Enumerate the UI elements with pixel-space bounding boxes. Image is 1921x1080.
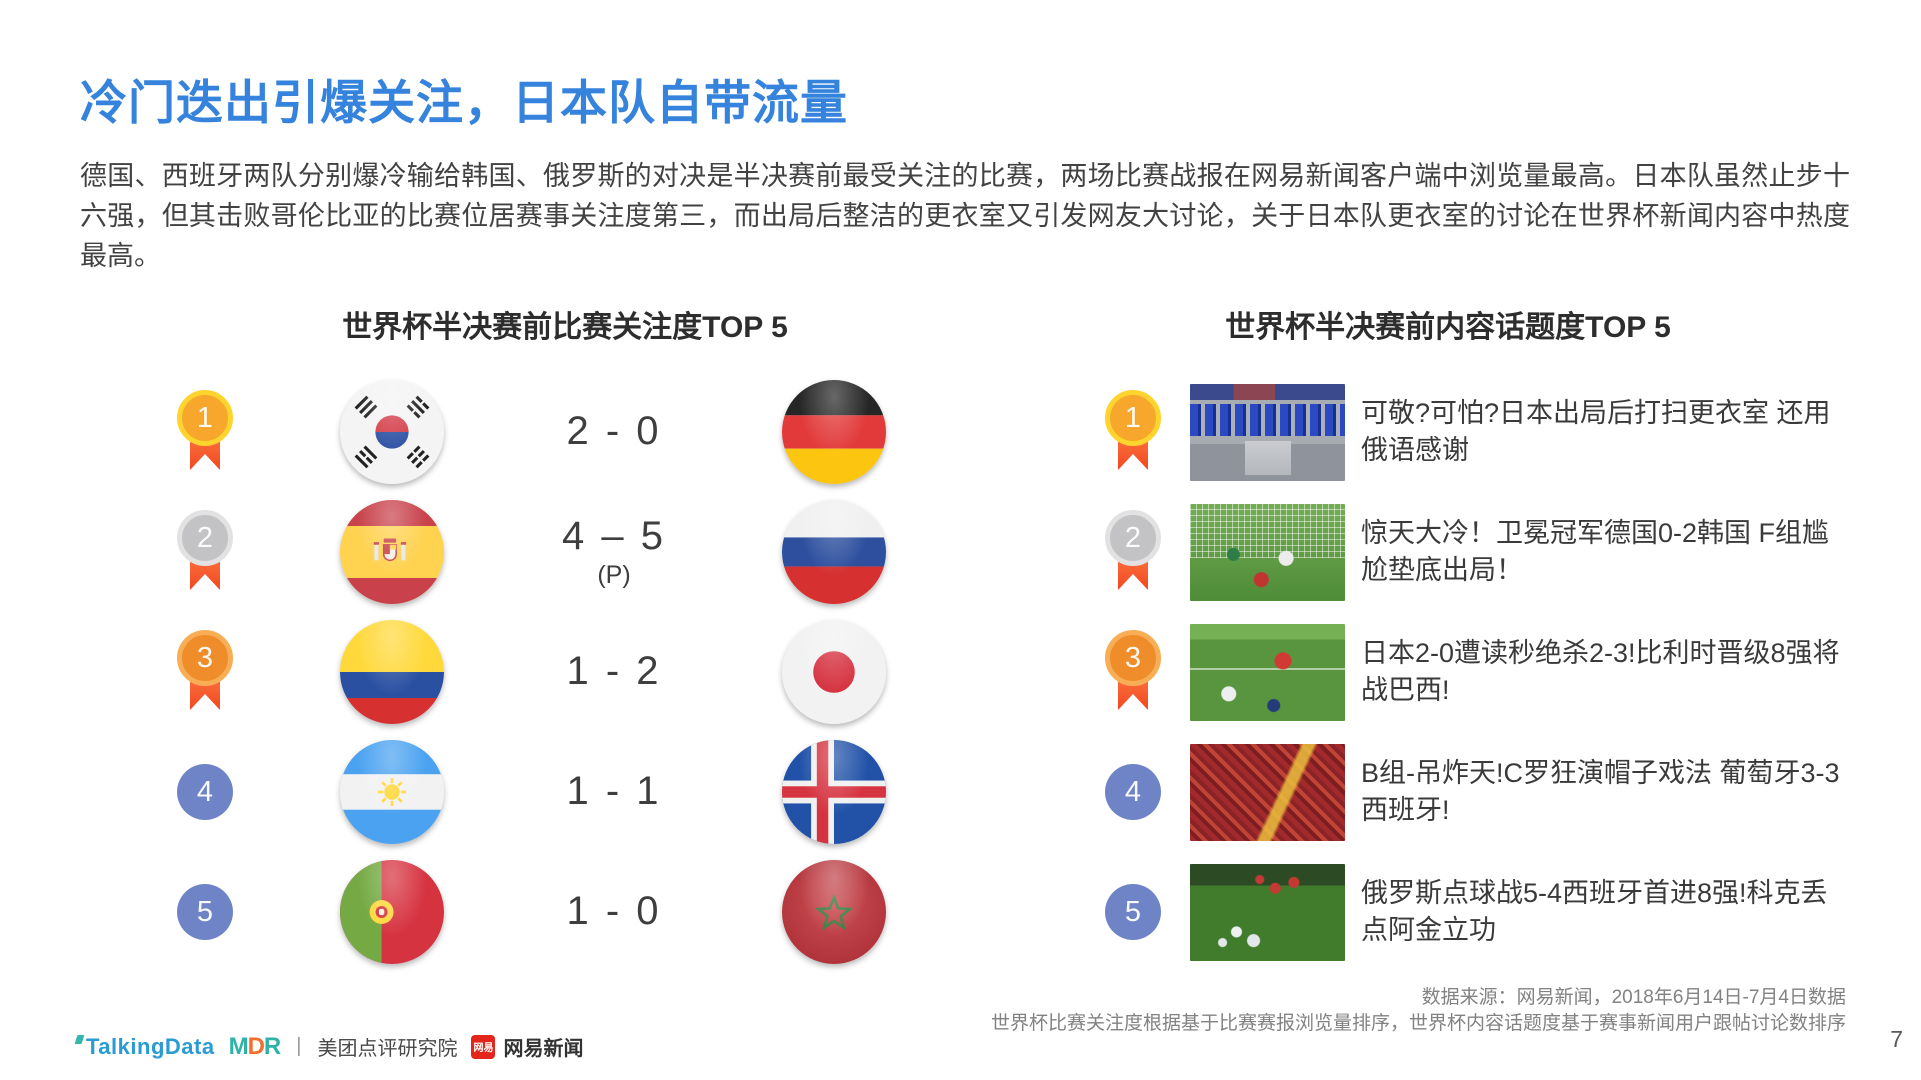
topic-panel-title: 世界杯半决赛前内容话题度TOP 5	[1225, 311, 1671, 344]
data-source-note: 数据来源：网易新闻，2018年6月14日-7月4日数据 世界杯比赛关注度根据基于…	[991, 985, 1846, 1037]
netease-badge-icon: 网易	[471, 1034, 496, 1059]
page-number: 7	[1890, 1026, 1903, 1052]
footer-logos: TalkingData MDR | 美团点评研究院 网易 网易新闻	[74, 1032, 584, 1061]
topic-row-2: 2 惊天大冷！卫冕冠军德国0-2韩国 F组尴尬垫底出局！	[1105, 492, 1880, 612]
match-row-3: 3 1 - 2	[80, 612, 886, 732]
japan-locker-room-photo	[1190, 383, 1345, 481]
morocco-flag-icon	[782, 860, 886, 964]
rank-number: 1	[177, 390, 233, 446]
match-ranking-list: 1 2 - 0 2 4 – 5 (P) 3	[80, 372, 886, 972]
talkingdata-wordmark: TalkingData	[86, 1033, 215, 1059]
talkingdata-logo: TalkingData	[74, 1033, 215, 1060]
match-row-1: 1 2 - 0	[80, 372, 886, 492]
bronze-medal-icon: 3	[177, 630, 233, 714]
mdr-logo: MDR	[228, 1032, 282, 1060]
portugal-flag-icon	[340, 860, 444, 964]
topic-row-1: 1 可敬?可怕?日本出局后打扫更衣室 还用俄语感谢	[1105, 372, 1880, 492]
germany-korea-goal-photo	[1190, 503, 1345, 601]
germany-flag-icon	[782, 380, 886, 484]
score-block: 1 - 2	[539, 649, 689, 696]
topic-headline: 日本2-0遭读秒绝杀2-3!比利时晋级8强将战巴西!	[1361, 638, 1840, 705]
rank-circle-icon: 4	[177, 764, 233, 820]
rank-number: 2	[177, 510, 233, 566]
rank-circle-icon: 4	[1105, 764, 1161, 820]
rank-circle-icon: 5	[1105, 884, 1161, 940]
topic-headline: 可敬?可怕?日本出局后打扫更衣室 还用俄语感谢	[1361, 398, 1831, 465]
iceland-flag-icon	[782, 740, 886, 844]
match-score: 1 - 2	[566, 648, 662, 693]
gold-medal-icon: 1	[1105, 390, 1161, 474]
topic-headline: 惊天大冷！卫冕冠军德国0-2韩国 F组尴尬垫底出局！	[1361, 518, 1830, 585]
score-block: 4 – 5 (P)	[539, 514, 689, 590]
argentina-flag-icon	[340, 740, 444, 844]
match-score: 1 - 1	[566, 768, 662, 813]
source-line-2: 世界杯比赛关注度根据基于比赛赛报浏览量排序，世界杯内容话题度基于赛事新闻用户跟帖…	[990, 1013, 1846, 1034]
topic-row-3: 3 日本2-0遭读秒绝杀2-3!比利时晋级8强将战巴西!	[1105, 612, 1880, 732]
match-panel-title: 世界杯半决赛前比赛关注度TOP 5	[342, 311, 788, 344]
match-row-4: 4 1 - 1	[80, 732, 886, 852]
netease-news-logo: 网易新闻	[503, 1038, 584, 1060]
page-title: 冷门迭出引爆关注，日本队自带流量	[80, 76, 848, 129]
south-korea-flag-icon	[340, 380, 444, 484]
rank-number: 3	[1105, 630, 1161, 686]
rank-circle-icon: 5	[177, 884, 233, 940]
intro-paragraph: 德国、西班牙两队分别爆冷输给韩国、俄罗斯的对决是半决赛前最受关注的比赛，两场比赛…	[80, 161, 1850, 271]
silver-medal-icon: 2	[1105, 510, 1161, 594]
russia-flag-icon	[782, 500, 886, 604]
spain-fans-crowd-photo	[1190, 743, 1345, 841]
russia-celebration-photo	[1190, 863, 1345, 961]
match-score: 4 – 5	[562, 514, 666, 558]
spain-flag-icon	[340, 500, 444, 604]
colombia-flag-icon	[340, 620, 444, 724]
japan-belgium-match-photo	[1190, 623, 1345, 721]
rank-number: 3	[177, 630, 233, 686]
topic-headline: 俄罗斯点球战5-4西班牙首进8强!科克丢点阿金立功	[1361, 878, 1828, 945]
score-note: (P)	[597, 561, 631, 589]
score-block: 1 - 0	[539, 889, 689, 936]
match-row-5: 5 1 - 0	[80, 852, 886, 972]
topic-headline: B组-吊炸天!C罗狂演帽子戏法 葡萄牙3-3西班牙!	[1361, 758, 1840, 825]
topic-ranking-list: 1 可敬?可怕?日本出局后打扫更衣室 还用俄语感谢 2 惊天大冷！卫冕冠军德国0…	[1105, 372, 1880, 972]
silver-medal-icon: 2	[177, 510, 233, 594]
japan-flag-icon	[782, 620, 886, 724]
talkingdata-tick-icon	[74, 1034, 85, 1044]
meituan-dianping-institute-logo: 美团点评研究院	[317, 1038, 458, 1060]
rank-number: 2	[1105, 510, 1161, 566]
gold-medal-icon: 1	[177, 390, 233, 474]
score-block: 2 - 0	[539, 409, 689, 456]
topic-row-4: 4 B组-吊炸天!C罗狂演帽子戏法 葡萄牙3-3西班牙!	[1105, 732, 1880, 852]
match-row-2: 2 4 – 5 (P)	[80, 492, 886, 612]
score-block: 1 - 1	[539, 769, 689, 816]
match-score: 1 - 0	[566, 888, 662, 933]
source-line-1: 数据来源：网易新闻，2018年6月14日-7月4日数据	[1421, 987, 1846, 1008]
rank-number: 1	[1105, 390, 1161, 446]
bronze-medal-icon: 3	[1105, 630, 1161, 714]
topic-row-5: 5 俄罗斯点球战5-4西班牙首进8强!科克丢点阿金立功	[1105, 852, 1880, 972]
match-score: 2 - 0	[566, 408, 662, 453]
logo-divider: |	[296, 1035, 302, 1057]
